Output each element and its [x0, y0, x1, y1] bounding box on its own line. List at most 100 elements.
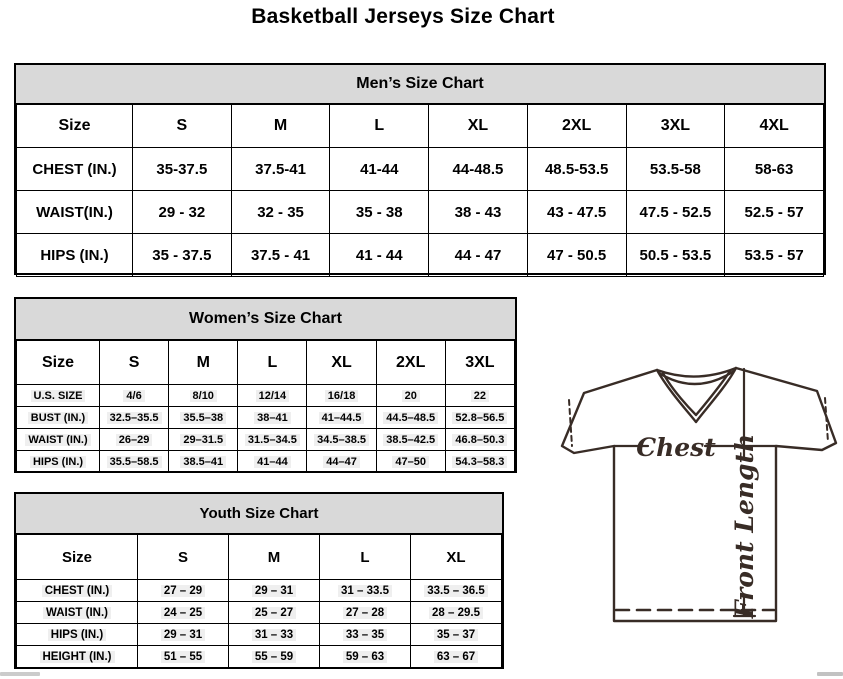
size-cell: 53.5-58 — [625, 147, 726, 191]
column-header: L — [329, 104, 430, 148]
mens-size-chart: Men’s Size Chart Size S M L XL 2XL 3XL 4XL CHEST… — [14, 63, 826, 277]
size-cell: 35.5–58.5 — [98, 450, 170, 473]
size-cell: 44 - 47 — [428, 233, 528, 277]
size-cell: 37.5-41 — [230, 147, 331, 191]
size-cell: 47 - 50.5 — [526, 233, 627, 277]
column-header: XL — [306, 340, 377, 385]
table-row: WAIST(IN.) 29 - 32 32 - 35 35 - 38 38 - 43 43… — [16, 190, 824, 234]
column-header: 2XL — [375, 340, 446, 385]
youth-size-chart: Youth Size Chart Size S M L XL CHEST (IN.) 27 … — [14, 492, 504, 669]
size-cell: 41–44 — [237, 450, 308, 473]
header-row: Size S M L XL — [16, 534, 502, 580]
size-cell: 29–31.5 — [168, 428, 239, 451]
table-row: U.S. SIZE 4/6 8/10 12/14 16/18 20 22 — [16, 384, 516, 407]
womens-size-chart: Women’s Size Chart Size S M L XL 2XL 3XL U.S. S… — [14, 297, 517, 473]
size-cell: 35 - 38 — [329, 190, 430, 234]
size-cell: 12/14 — [237, 384, 308, 407]
row-label: BUST (IN.) — [16, 406, 100, 429]
size-cell: 8/10 — [168, 384, 239, 407]
size-cell: 38.5–41 — [168, 450, 239, 473]
column-header: L — [319, 534, 411, 580]
size-cell: 46.8–50.3 — [444, 428, 516, 451]
size-cell: 4/6 — [98, 384, 170, 407]
size-cell: 44-48.5 — [428, 147, 528, 191]
size-cell: 63 – 67 — [410, 645, 502, 668]
size-cell: 41–44.5 — [306, 406, 377, 429]
size-cell: 35-37.5 — [132, 147, 232, 191]
size-cell: 44–47 — [306, 450, 377, 473]
size-cell: 59 – 63 — [319, 645, 411, 668]
table-row: WAIST (IN.) 26–29 29–31.5 31.5–34.5 34.5–38.… — [16, 428, 516, 451]
table-row: HEIGHT (IN.) 51 – 55 55 – 59 59 – 63 63 – 67 — [16, 645, 502, 668]
horizontal-scrollbar-thumb[interactable] — [0, 672, 40, 676]
left-cuff-dashed-line — [568, 399, 573, 447]
size-cell: 54.3–58.3 — [444, 450, 516, 473]
chest-label: Chest — [636, 433, 716, 462]
size-cell: 32.5–35.5 — [98, 406, 170, 429]
row-label: CHEST (IN.) — [16, 147, 133, 191]
size-cell: 41 - 44 — [329, 233, 430, 277]
size-cell: 35 - 37.5 — [132, 233, 232, 277]
jersey-measurement-diagram: Chest Front Length — [556, 360, 843, 664]
column-header: XL — [410, 534, 502, 580]
right-cuff-dashed-line — [824, 397, 829, 443]
column-header: XL — [428, 104, 528, 148]
column-header: M — [230, 104, 331, 148]
table-row: HIPS (IN.) 29 – 31 31 – 33 33 – 35 35 – 37 — [16, 623, 502, 646]
size-cell: 33.5 – 36.5 — [410, 579, 502, 602]
page-title: Basketball Jerseys Size Chart — [251, 5, 555, 28]
size-cell: 47–50 — [375, 450, 446, 473]
size-cell: 55 – 59 — [228, 645, 320, 668]
size-cell: 32 - 35 — [230, 190, 331, 234]
row-label: WAIST(IN.) — [16, 190, 133, 234]
size-cell: 35.5–38 — [168, 406, 239, 429]
horizontal-scrollbar-fragment[interactable] — [817, 672, 843, 676]
table-row: CHEST (IN.) 27 – 29 29 – 31 31 – 33.5 33.5 –… — [16, 579, 502, 602]
front-length-measure-line — [732, 367, 757, 618]
size-cell: 31 – 33.5 — [319, 579, 411, 602]
column-header: 3XL — [625, 104, 726, 148]
column-header: S — [137, 534, 229, 580]
size-cell: 25 – 27 — [228, 601, 320, 624]
size-cell: 29 – 31 — [137, 623, 229, 646]
size-cell: 44.5–48.5 — [375, 406, 446, 429]
size-cell: 34.5–38.5 — [306, 428, 377, 451]
column-header: 4XL — [724, 104, 824, 148]
size-cell: 41-44 — [329, 147, 430, 191]
size-cell: 28 – 29.5 — [410, 601, 502, 624]
size-cell: 20 — [375, 384, 446, 407]
table-row: HIPS (IN.) 35.5–58.5 38.5–41 41–44 44–47 47–5… — [16, 450, 516, 473]
size-cell: 27 – 28 — [319, 601, 411, 624]
column-header: L — [237, 340, 308, 385]
size-cell: 47.5 - 52.5 — [625, 190, 726, 234]
size-cell: 33 – 35 — [319, 623, 411, 646]
size-cell: 26–29 — [98, 428, 170, 451]
womens-chart-title: Women’s Size Chart — [16, 299, 515, 340]
front-length-label: Front Length — [730, 434, 759, 619]
size-cell: 38–41 — [237, 406, 308, 429]
column-header: S — [132, 104, 232, 148]
table-row: CHEST (IN.) 35-37.5 37.5-41 41-44 44-48.5 48.… — [16, 147, 824, 191]
column-header: Size — [16, 340, 100, 385]
mens-size-table: Size S M L XL 2XL 3XL 4XL CHEST (IN.) 35-37.5 37.5… — [16, 104, 824, 277]
size-cell: 31 – 33 — [228, 623, 320, 646]
size-cell: 38.5–42.5 — [375, 428, 446, 451]
mens-chart-title: Men’s Size Chart — [16, 65, 824, 104]
row-label: WAIST (IN.) — [16, 601, 138, 624]
collar-band — [655, 366, 738, 378]
row-label: HIPS (IN.) — [16, 233, 133, 277]
size-cell: 35 – 37 — [410, 623, 502, 646]
row-label: HIPS (IN.) — [16, 450, 100, 473]
row-label: HIPS (IN.) — [16, 623, 138, 646]
row-label: HEIGHT (IN.) — [16, 645, 138, 668]
table-row: BUST (IN.) 32.5–35.5 35.5–38 38–41 41–44.5 44… — [16, 406, 516, 429]
size-cell: 24 – 25 — [137, 601, 229, 624]
size-cell: 27 – 29 — [137, 579, 229, 602]
size-cell: 38 - 43 — [428, 190, 528, 234]
size-cell: 53.5 - 57 — [724, 233, 824, 277]
row-label: CHEST (IN.) — [16, 579, 138, 602]
v-neck-inner — [661, 369, 732, 417]
womens-size-table: Size S M L XL 2XL 3XL U.S. SIZE 4/6 8/10 12/14 16/1… — [16, 340, 516, 473]
column-header: 3XL — [444, 340, 516, 385]
